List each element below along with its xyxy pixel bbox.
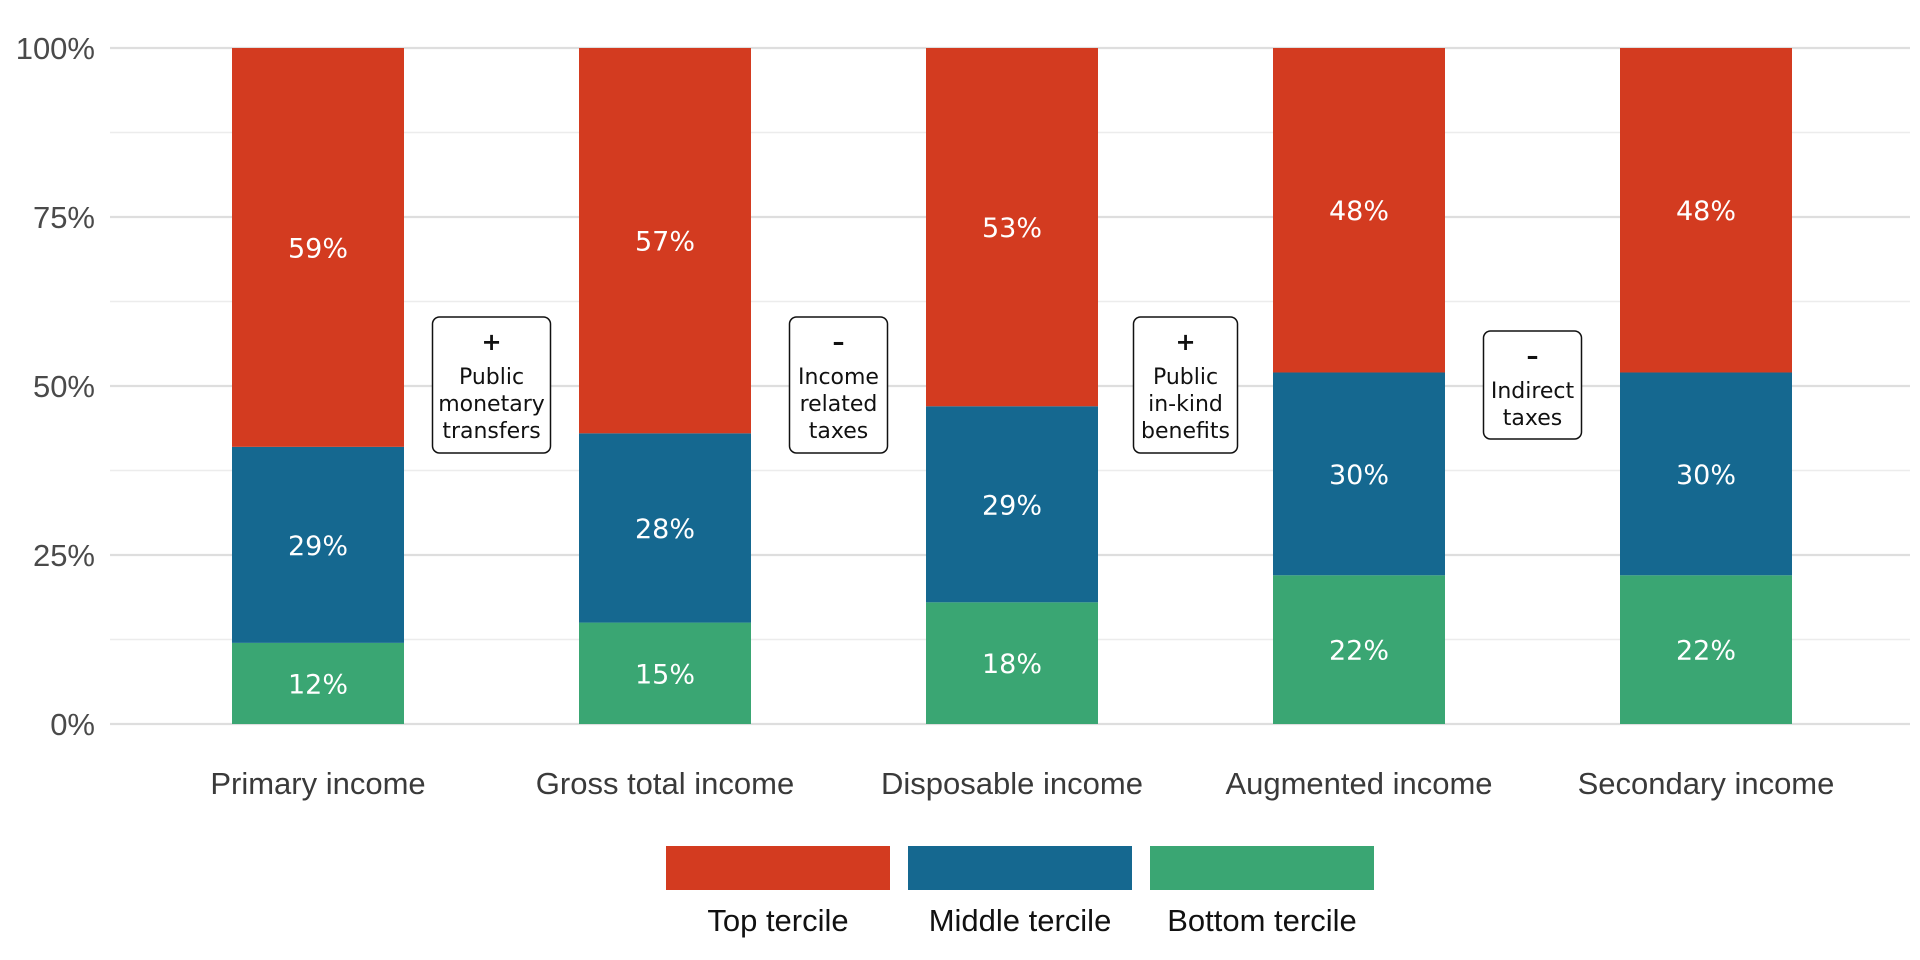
annotation-border — [431, 316, 552, 454]
bar-segment — [1273, 575, 1445, 724]
annotation-border — [1482, 330, 1583, 440]
annotation-text: Public — [1153, 365, 1218, 390]
x-tick-label: Augmented income — [1225, 766, 1492, 801]
annotation-text: in-kind — [1148, 392, 1223, 417]
annotations: +Publicmonetarytransfers–Incomerelatedta… — [431, 316, 1583, 454]
x-tick-label: Disposable income — [881, 766, 1143, 801]
bar-segment — [926, 406, 1098, 603]
annotation-sign: – — [1527, 342, 1539, 370]
annotation-text: Indirect — [1491, 379, 1575, 404]
annotation-text: benefits — [1141, 419, 1230, 444]
data-label: 30% — [1329, 460, 1389, 491]
annotation-border — [1132, 316, 1239, 454]
data-label: 28% — [635, 514, 695, 545]
y-tick-label: 100% — [16, 31, 95, 66]
annotation-text: taxes — [809, 419, 868, 444]
data-label: 53% — [982, 213, 1042, 244]
bar-segment — [579, 433, 751, 623]
x-tick-label: Gross total income — [536, 766, 794, 801]
bar-segment — [579, 622, 751, 724]
annotation-text: monetary — [438, 392, 545, 417]
x-tick-label: Secondary income — [1578, 766, 1835, 801]
data-label: 15% — [635, 659, 695, 690]
annotation-text: related — [800, 392, 878, 417]
bar-segment — [1273, 48, 1445, 373]
x-axis-labels: Primary income Gross total income Disposab… — [210, 766, 1834, 801]
data-label: 29% — [982, 490, 1042, 521]
data-label: 48% — [1329, 196, 1389, 227]
data-label: 29% — [288, 531, 348, 562]
bar-segment — [926, 602, 1098, 724]
bar-segment — [232, 446, 404, 643]
bar-segment — [1273, 372, 1445, 576]
legend-swatch — [908, 846, 1132, 890]
legend-label: Bottom tercile — [1167, 903, 1357, 938]
bars — [232, 48, 1792, 724]
data-label: 30% — [1676, 460, 1736, 491]
y-tick-label: 50% — [33, 369, 95, 404]
data-label: 22% — [1329, 636, 1389, 667]
y-axis-ticks: 0% 25% 50% 75% 100% — [16, 31, 95, 742]
legend-label: Top tercile — [707, 903, 848, 938]
data-label: 57% — [635, 227, 695, 258]
y-tick-label: 0% — [50, 707, 95, 742]
bar-segment — [926, 48, 1098, 407]
data-label: 22% — [1676, 636, 1736, 667]
annotation-text: taxes — [1503, 406, 1562, 431]
legend-swatch — [1150, 846, 1374, 890]
legend-item: Middle tercile — [908, 846, 1132, 938]
data-labels: 12% 29% 59% 15% 28% 57% 18% 29% 53% 22% 30% 48% 22% 3… — [288, 196, 1736, 700]
y-tick-label: 25% — [33, 538, 95, 573]
annotation-sign: – — [833, 328, 845, 356]
bar-segment — [579, 48, 751, 434]
annotation-sign: + — [481, 328, 501, 356]
annotation-text: Income — [798, 365, 879, 390]
bar-segment — [1620, 575, 1792, 724]
data-label: 18% — [982, 649, 1042, 680]
legend-swatch — [666, 846, 890, 890]
x-tick-label: Primary income — [210, 766, 425, 801]
annotation-text: transfers — [442, 419, 540, 444]
y-tick-label: 75% — [33, 200, 95, 235]
data-label: 48% — [1676, 196, 1736, 227]
bar-segment — [232, 642, 404, 724]
bar-segment — [1620, 372, 1792, 576]
legend-item: Top tercile — [666, 846, 890, 938]
annotation-sign: + — [1175, 328, 1195, 356]
legend-item: Bottom tercile — [1150, 846, 1374, 938]
bar-segment — [232, 48, 404, 447]
bar-segment — [1620, 48, 1792, 373]
data-label: 12% — [288, 669, 348, 700]
annotation-text: Public — [459, 365, 524, 390]
data-label: 59% — [288, 233, 348, 264]
legend-label: Middle tercile — [929, 903, 1112, 938]
annotation-border — [788, 316, 889, 454]
legend: Top tercile Middle tercile Bottom tercile — [666, 846, 1374, 938]
